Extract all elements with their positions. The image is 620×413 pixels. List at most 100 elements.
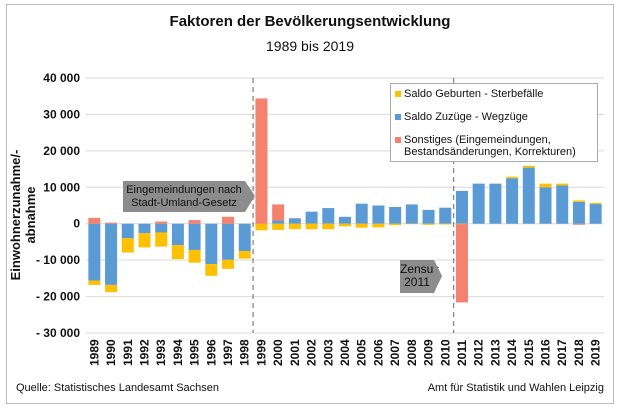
chart-subtitle: 1989 bis 2019 — [266, 38, 354, 54]
bar-1990-1 — [105, 223, 118, 285]
bar-1989-2 — [88, 217, 101, 224]
legend-item-migration: Saldo Zuzüge - Wegzüge — [395, 111, 528, 123]
bar-2017-0 — [556, 183, 569, 186]
bar-1994-1 — [171, 223, 184, 246]
x-tick-label: 1997 — [221, 339, 235, 366]
publisher-note: Amt für Statistik und Wahlen Leipzig — [427, 382, 604, 394]
bar-2006-0 — [372, 223, 385, 228]
bar-2003-1 — [322, 208, 335, 224]
annotation-arrow — [434, 260, 442, 293]
x-tick-label: 2015 — [522, 339, 536, 366]
x-tick-label: 2005 — [355, 339, 369, 366]
bar-2016-0 — [539, 183, 552, 188]
x-tick-label: 2014 — [505, 339, 519, 366]
x-tick-label: 1991 — [121, 339, 135, 366]
legend-label: Sonstiges (Eingemeindungen, Bestandsände… — [404, 134, 576, 158]
x-tick-label: 2006 — [371, 339, 385, 366]
bar-1989-1 — [88, 223, 101, 281]
x-tick-label: 2002 — [305, 339, 319, 366]
bar-2011-2 — [455, 224, 468, 303]
x-tick-label: 2011 — [455, 340, 469, 366]
bar-2011-1 — [455, 190, 468, 224]
bar-1990-0 — [105, 284, 118, 293]
bar-1998-1 — [238, 223, 251, 252]
x-tick-label: 2017 — [555, 339, 569, 366]
x-tick-label: 1995 — [188, 339, 202, 366]
bar-2019-0 — [589, 202, 602, 205]
x-tick-label: 1999 — [254, 339, 268, 366]
bar-1996-1 — [205, 223, 218, 265]
bar-1997-1 — [222, 223, 235, 260]
bar-1989-0 — [88, 280, 101, 285]
x-tick-label: 2019 — [589, 339, 603, 366]
bar-1994-0 — [171, 245, 184, 260]
x-tick-label: 2009 — [422, 339, 436, 366]
y-tick-label: 40 000 — [43, 71, 80, 85]
bar-2012-1 — [472, 183, 485, 224]
bar-2009-1 — [422, 209, 435, 224]
chart-frame — [6, 4, 614, 404]
bar-1997-0 — [222, 259, 235, 269]
bar-2000-0 — [272, 223, 285, 230]
annotation-text: Stadt-Umland-Gesetz — [131, 197, 237, 209]
source-note: Quelle: Statistisches Landesamt Sachsen — [16, 382, 220, 394]
annotation-eingemeindungen: Eingemeindungen nach Stadt-Umland-Gesetz — [123, 181, 245, 212]
x-tick-label: 1990 — [104, 339, 118, 366]
legend-label: Saldo Zuzüge - Wegzüge — [404, 111, 528, 123]
x-tick-label: 2018 — [572, 339, 586, 366]
bar-1995-0 — [188, 249, 201, 263]
x-tick-label: 1998 — [238, 339, 252, 366]
annotation-text: Eingemeindungen nach — [126, 184, 242, 196]
x-tick-label: 2012 — [472, 339, 486, 366]
bar-1993-1 — [155, 223, 168, 233]
legend-swatch — [395, 91, 401, 97]
bar-2002-1 — [305, 211, 318, 224]
bar-2007-1 — [389, 206, 402, 224]
y-tick-label: 20 000 — [43, 144, 80, 158]
bar-1996-0 — [205, 264, 218, 276]
legend-item-births: Saldo Geburten - Sterbefälle — [395, 88, 543, 100]
x-tick-label: 2004 — [338, 339, 352, 366]
bar-1998-0 — [238, 251, 251, 259]
bar-2015-0 — [522, 165, 535, 168]
bar-2010-0 — [439, 223, 452, 225]
x-tick-label: 2010 — [438, 339, 452, 366]
bar-1992-0 — [138, 233, 151, 248]
chart-title: Faktoren der Bevölkerungsentwicklung — [169, 13, 451, 30]
bar-2016-1 — [539, 187, 552, 224]
annotation-arrow — [245, 181, 255, 212]
bar-2007-0 — [389, 223, 402, 226]
bar-2013-1 — [489, 183, 502, 224]
bar-2002-0 — [305, 223, 318, 230]
y-tick-label: - 20 000 — [36, 290, 80, 304]
bar-2015-1 — [522, 167, 535, 224]
bar-2000-1 — [272, 220, 285, 224]
bar-2000-2 — [272, 204, 285, 221]
x-tick-label: 1992 — [137, 339, 151, 366]
bar-1991-0 — [121, 238, 134, 253]
bar-2009-0 — [422, 223, 435, 225]
x-tick-label: 2001 — [288, 339, 302, 366]
x-tick-label: 1994 — [171, 339, 185, 366]
legend-swatch — [395, 137, 401, 143]
bar-2017-1 — [556, 185, 569, 224]
bar-1999-2 — [255, 98, 268, 224]
y-tick-label: - 10 000 — [36, 253, 80, 267]
bar-2006-1 — [372, 205, 385, 224]
bar-2019-1 — [589, 204, 602, 224]
bar-2014-1 — [506, 178, 519, 224]
y-tick-label: 0 — [73, 217, 80, 231]
bar-2004-1 — [339, 216, 351, 224]
legend: Saldo Geburten - Sterbefälle Saldo Zuzüg… — [390, 83, 598, 162]
x-tick-label: 2013 — [488, 339, 502, 366]
y-tick-label: 10 000 — [43, 180, 80, 194]
annotation-text: 2011 — [404, 275, 430, 289]
bar-1999-0 — [255, 223, 268, 231]
bar-2018-0 — [572, 200, 585, 202]
x-tick-label: 2016 — [539, 339, 553, 366]
bar-2010-1 — [439, 207, 452, 224]
x-tick-label: 1996 — [204, 339, 218, 366]
bar-2001-1 — [288, 218, 301, 224]
